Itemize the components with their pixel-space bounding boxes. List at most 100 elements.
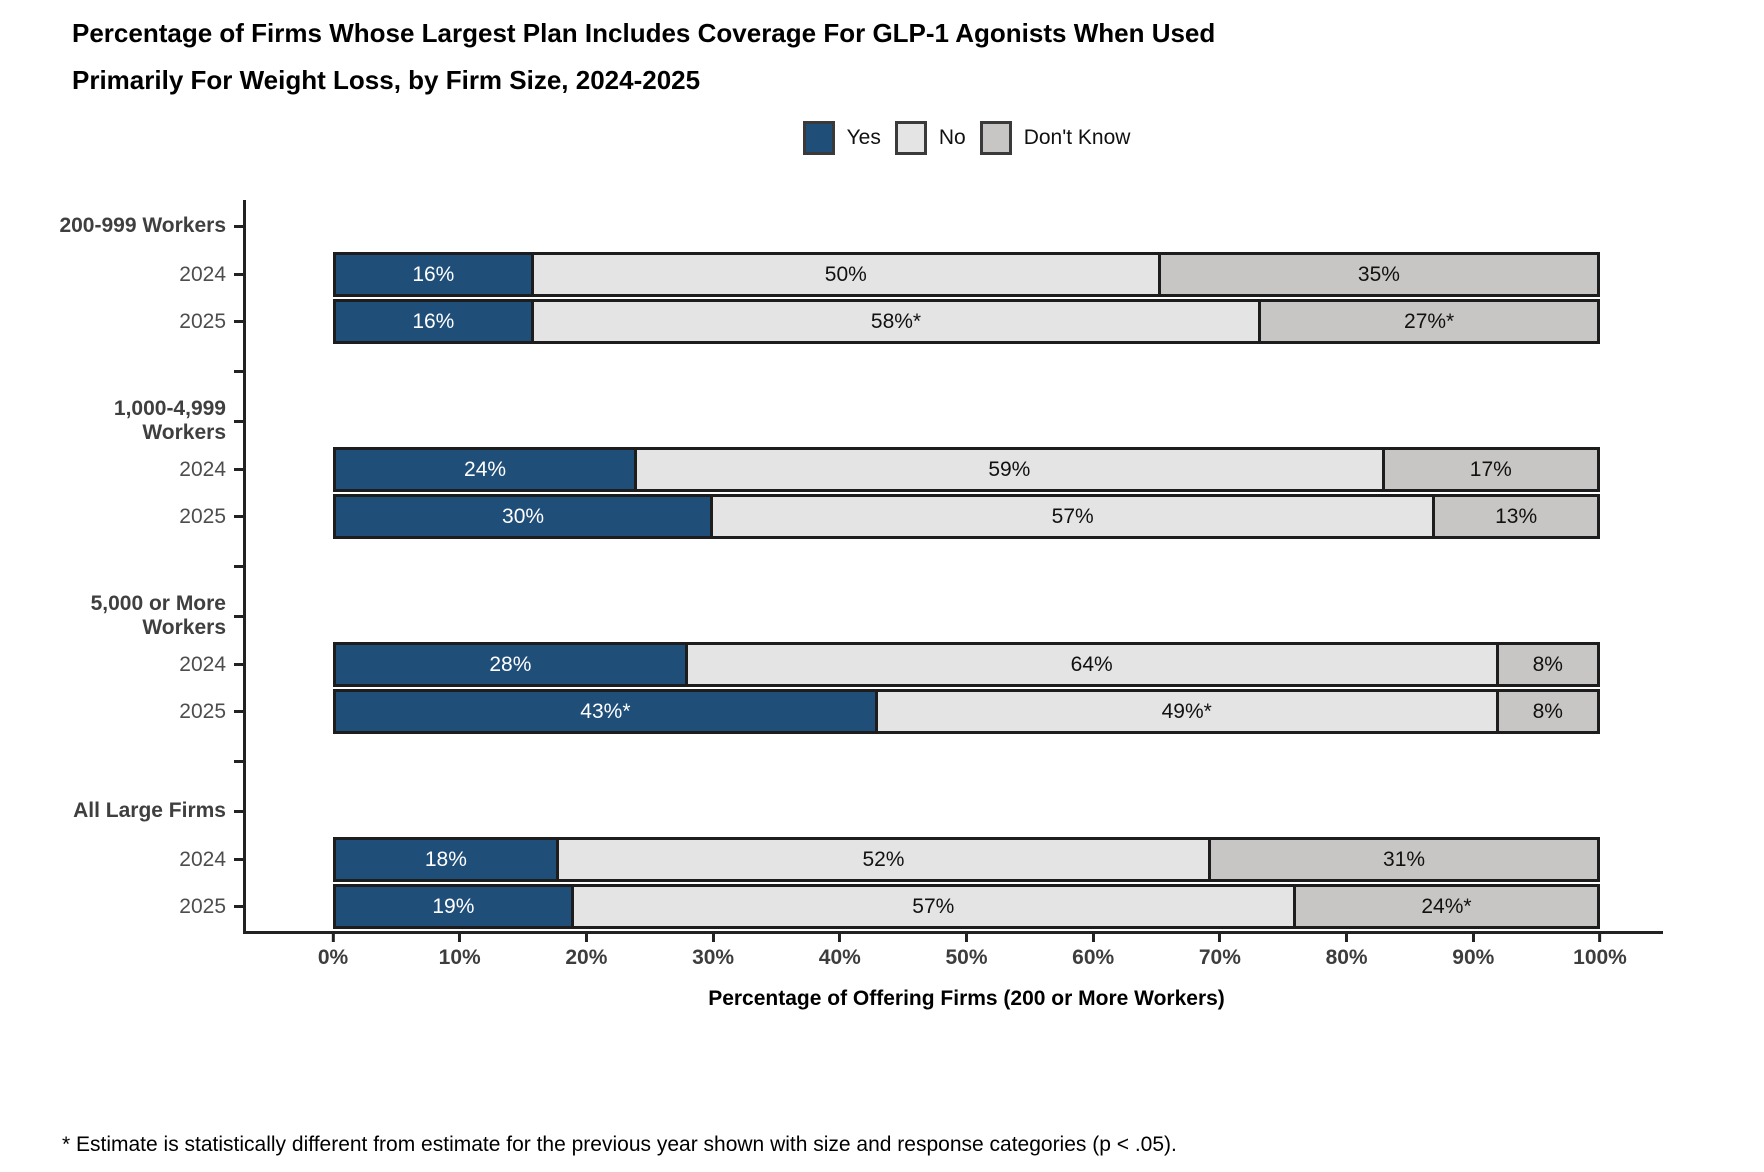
x-tick-mark bbox=[1218, 931, 1222, 942]
group-label: All Large Firms bbox=[73, 799, 226, 822]
bar-row: 2024 16% 50% 35% bbox=[0, 252, 1663, 299]
year-label: 2024 bbox=[179, 848, 226, 871]
y-axis-tick bbox=[234, 273, 244, 276]
year-label: 2024 bbox=[179, 263, 226, 286]
plot-area: 30% 57% 13% bbox=[244, 494, 1663, 541]
bar-row: 2025 16% 58%* 27%* bbox=[0, 299, 1663, 346]
group-label-gutter: 200-999 Workers bbox=[0, 200, 244, 252]
plot-area-empty bbox=[244, 541, 1663, 590]
legend-item-yes: Yes bbox=[802, 121, 881, 155]
spacer-row bbox=[0, 736, 1663, 785]
x-tick-mark bbox=[1345, 931, 1349, 942]
group-label: Workers bbox=[142, 421, 226, 444]
bar-segment-yes: 16% bbox=[333, 252, 534, 297]
year-gutter: 2024 bbox=[0, 642, 244, 689]
group-label-row: 5,000 or More Workers bbox=[0, 590, 1663, 642]
x-tick-mark bbox=[711, 931, 715, 942]
x-tick-label: 100% bbox=[1573, 946, 1627, 969]
stacked-bar: 16% 50% 35% bbox=[333, 252, 1600, 297]
x-tick-label: 50% bbox=[945, 946, 988, 969]
chart-title-line2: Primarily For Weight Loss, by Firm Size,… bbox=[72, 65, 701, 95]
year-gutter: 2025 bbox=[0, 689, 244, 736]
plot-area: 16% 58%* 27%* bbox=[244, 299, 1663, 346]
chart-body: 200-999 Workers 2024 16% 50% 35% 2025 16% 58%* 2… bbox=[0, 200, 1663, 1011]
plot-area-empty bbox=[244, 590, 1663, 642]
x-tick: 60% bbox=[1072, 931, 1114, 970]
y-axis-tick bbox=[234, 225, 244, 228]
year-label: 2025 bbox=[179, 505, 226, 528]
bar-segment-yes: 24% bbox=[333, 447, 638, 492]
group-label-row: All Large Firms bbox=[0, 785, 1663, 837]
bar-row: 2024 18% 52% 31% bbox=[0, 837, 1663, 884]
bar-segment-no: 59% bbox=[637, 447, 1385, 492]
year-label: 2025 bbox=[179, 895, 226, 918]
plot-area-empty bbox=[244, 785, 1663, 837]
x-tick-mark bbox=[1598, 931, 1602, 942]
group-label-gutter: All Large Firms bbox=[0, 785, 244, 837]
bar-segment-no: 64% bbox=[687, 642, 1499, 687]
bar-segment-no: 57% bbox=[573, 884, 1296, 929]
x-tick-label: 80% bbox=[1325, 946, 1368, 969]
y-axis-tick bbox=[234, 615, 244, 618]
stacked-bar: 28% 64% 8% bbox=[333, 642, 1600, 687]
x-tick-mark bbox=[458, 931, 462, 942]
x-tick-label: 60% bbox=[1072, 946, 1115, 969]
bar-segment-yes: 28% bbox=[333, 642, 688, 687]
plot-area: 16% 50% 35% bbox=[244, 252, 1663, 299]
stacked-bar: 19% 57% 24%* bbox=[333, 884, 1600, 929]
bar-segment-yes: 30% bbox=[333, 494, 714, 539]
group-label-gutter: 1,000-4,999 Workers bbox=[0, 395, 244, 447]
bar-segment-yes: 43%* bbox=[333, 689, 878, 734]
stacked-bar: 43%* 49%* 8% bbox=[333, 689, 1600, 734]
x-tick-label: 70% bbox=[1198, 946, 1241, 969]
x-axis-title: Percentage of Offering Firms (200 or Mor… bbox=[708, 987, 1225, 1010]
legend-label-yes: Yes bbox=[846, 126, 881, 149]
year-label: 2025 bbox=[179, 310, 226, 333]
stacked-bar: 16% 58%* 27%* bbox=[333, 299, 1600, 344]
x-tick: 0% bbox=[318, 931, 348, 970]
plot-area: 18% 52% 31% bbox=[244, 837, 1663, 884]
x-tick-mark bbox=[1091, 931, 1095, 942]
plot-area: 43%* 49%* 8% bbox=[244, 689, 1663, 736]
x-axis: 0% 10% 20% 30% 40% 50% 60% 70% 80% 90% 100% bbox=[318, 931, 1627, 975]
footnote-asterisk: * Estimate is statistically different fr… bbox=[62, 1133, 1177, 1156]
x-tick-label: 30% bbox=[692, 946, 735, 969]
year-gutter: 2025 bbox=[0, 494, 244, 541]
bar-segment-no: 52% bbox=[558, 837, 1212, 882]
plot-area: 19% 57% 24%* bbox=[244, 884, 1663, 931]
y-axis-tick bbox=[234, 905, 244, 908]
bar-segment-no: 58%* bbox=[533, 299, 1262, 344]
chart-title: Percentage of Firms Whose Largest Plan I… bbox=[72, 10, 1764, 104]
spacer-gutter bbox=[0, 346, 244, 395]
y-axis-tick bbox=[234, 564, 244, 568]
bar-row: 2024 28% 64% 8% bbox=[0, 642, 1663, 689]
x-tick: 10% bbox=[439, 931, 481, 970]
x-tick-label: 90% bbox=[1452, 946, 1495, 969]
group-label: 200-999 Workers bbox=[59, 214, 226, 237]
bar-segment-dont-know: 31% bbox=[1211, 837, 1600, 882]
y-axis-tick bbox=[234, 810, 244, 813]
plot-area-empty bbox=[244, 200, 1663, 252]
bar-row: 2025 43%* 49%* 8% bbox=[0, 689, 1663, 736]
y-axis-tick bbox=[234, 468, 244, 471]
bar-row: 2025 19% 57% 24%* bbox=[0, 884, 1663, 931]
x-tick-mark bbox=[1471, 931, 1475, 942]
x-tick-mark bbox=[584, 931, 588, 942]
x-tick: 20% bbox=[565, 931, 607, 970]
footnotes: * Estimate is statistically different fr… bbox=[62, 1055, 1764, 1172]
y-axis-tick bbox=[234, 320, 244, 323]
plot-area: 24% 59% 17% bbox=[244, 447, 1663, 494]
year-label: 2024 bbox=[179, 458, 226, 481]
plot-area-empty bbox=[244, 395, 1663, 447]
year-gutter: 2025 bbox=[0, 299, 244, 346]
y-axis-tick bbox=[234, 759, 244, 763]
bar-segment-dont-know: 13% bbox=[1435, 494, 1600, 539]
plot-area: 28% 64% 8% bbox=[244, 642, 1663, 689]
legend-item-dont-know: Don't Know bbox=[979, 121, 1130, 155]
year-gutter: 2025 bbox=[0, 884, 244, 931]
bar-segment-yes: 16% bbox=[333, 299, 534, 344]
x-tick-mark bbox=[331, 931, 335, 942]
legend: Yes No Don't Know bbox=[333, 118, 1600, 158]
group-label-gutter: 5,000 or More Workers bbox=[0, 590, 244, 642]
